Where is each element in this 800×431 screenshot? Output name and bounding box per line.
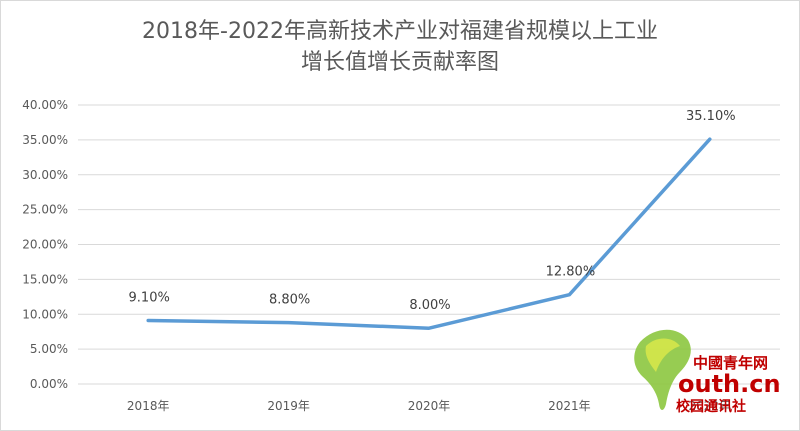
x-tick-label: 2019年 [267, 399, 310, 413]
watermark-brand-top: 中國青年网 [693, 354, 768, 372]
watermark-brand-mid: outh.cn [678, 370, 781, 398]
ginkgo-leaf-highlight-icon [645, 338, 680, 372]
x-tick-label: 2020年 [408, 399, 451, 413]
y-axis-ticks: 0.00% 5.00% 10.00% 15.00% 20.00% 25.00% 30.00%… [22, 98, 68, 391]
y-tick-label: 25.00% [22, 203, 68, 217]
x-axis-ticks: 2018年 2019年 2020年 2021年 2022年 [127, 399, 731, 413]
x-tick-label: 2022年 [689, 399, 732, 413]
watermark-logo: 中國青年网 outh.cn 校园通讯社 [634, 329, 781, 415]
series-line [146, 137, 712, 330]
y-tick-label: 0.00% [30, 377, 68, 391]
data-label: 8.80% [269, 293, 310, 308]
y-tick-label: 10.00% [22, 307, 68, 321]
data-label: 8.00% [409, 298, 450, 313]
y-tick-label: 5.00% [30, 342, 68, 356]
y-tick-label: 15.00% [22, 272, 68, 286]
series-line-group [146, 137, 712, 330]
x-tick-label: 2021年 [548, 399, 591, 413]
y-tick-label: 20.00% [22, 238, 68, 252]
y-tick-label: 40.00% [22, 98, 68, 112]
y-tick-label: 35.00% [22, 133, 68, 147]
chart-title-line-1: 2018年-2022年高新技术产业对福建省规模以上工业 [142, 19, 658, 44]
data-label: 12.80% [546, 265, 596, 280]
watermark-brand-bottom: 校园通讯社 [676, 398, 746, 415]
data-labels: 9.10% 8.80% 8.00% 12.80% 35.10% [129, 109, 736, 313]
y-tick-label: 30.00% [22, 168, 68, 182]
data-label: 9.10% [129, 291, 170, 306]
chart-title-line-2: 增长值增长贡献率图 [300, 50, 499, 75]
x-tick-label: 2018年 [127, 399, 170, 413]
data-label: 35.10% [686, 109, 736, 124]
